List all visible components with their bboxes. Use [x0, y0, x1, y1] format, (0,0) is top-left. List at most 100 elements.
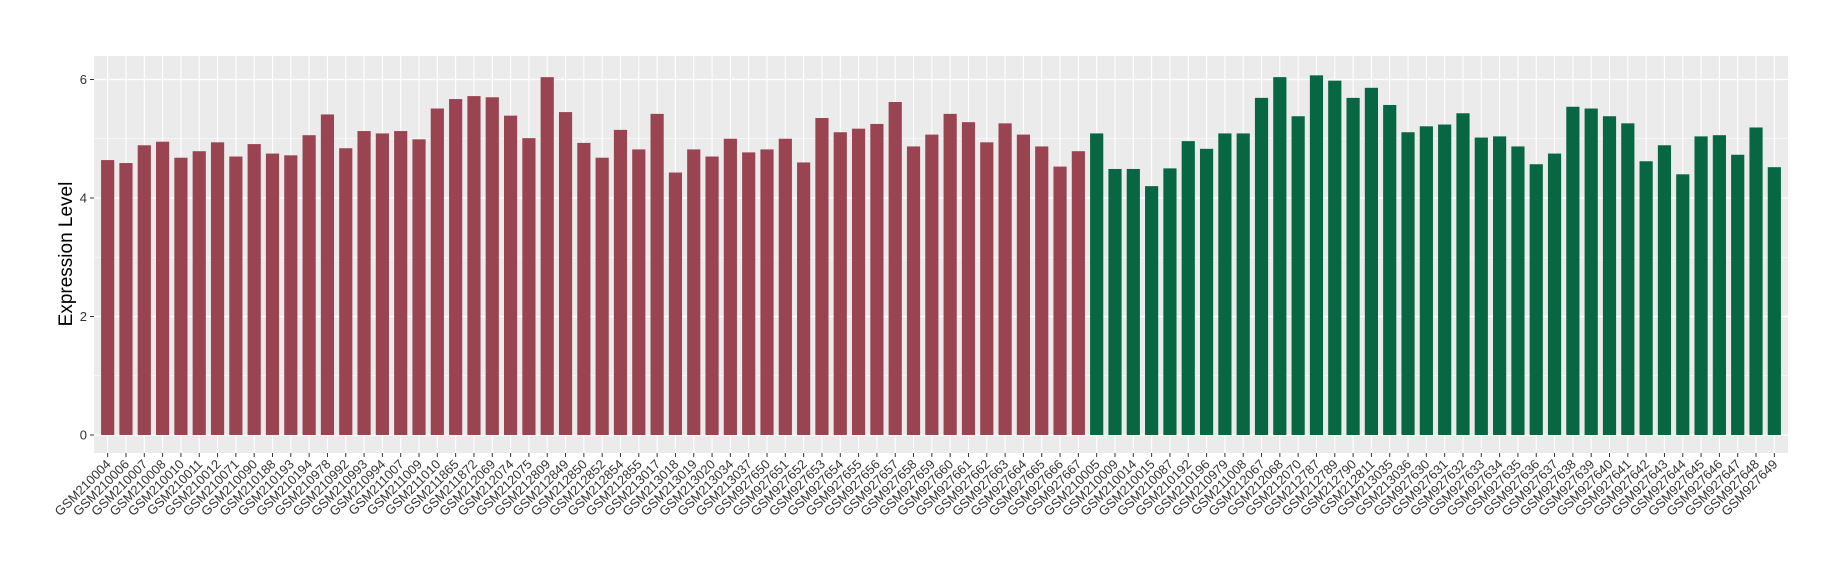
bar: [797, 162, 811, 435]
bar: [1529, 164, 1543, 436]
y-axis-ticks: 0 2 4 6: [80, 72, 94, 443]
bar: [1291, 116, 1305, 436]
bar: [1163, 168, 1177, 435]
bar: [925, 134, 939, 436]
bar: [1438, 124, 1452, 435]
bar: [1016, 134, 1031, 436]
bar: [1273, 77, 1287, 435]
bar: [449, 99, 463, 436]
bar: [1749, 127, 1763, 436]
bar: [723, 138, 737, 435]
bar: [632, 149, 646, 436]
bar: [485, 97, 499, 436]
bar: [1053, 166, 1067, 435]
y-tick-label: 0: [80, 428, 87, 443]
bar: [687, 149, 701, 436]
bar: [760, 149, 774, 436]
bar: [613, 129, 628, 436]
bar: [943, 113, 957, 436]
bar: [302, 135, 316, 435]
bar: [1584, 108, 1598, 435]
bar: [265, 153, 280, 435]
bar: [320, 114, 335, 436]
bar: [1328, 80, 1342, 435]
y-tick-label: 4: [80, 191, 87, 206]
bar: [577, 142, 591, 435]
bar: [247, 144, 261, 435]
bar: [339, 148, 353, 436]
bar: [1401, 132, 1415, 436]
bars: [101, 56, 1781, 453]
bar: [1657, 145, 1672, 435]
bar: [174, 157, 188, 435]
bar: [210, 142, 225, 435]
bar: [851, 128, 866, 436]
bar: [650, 113, 664, 436]
bar: [503, 115, 518, 435]
bar: [1621, 123, 1635, 435]
bar: [229, 156, 243, 435]
bar: [1767, 167, 1781, 435]
bar: [1035, 146, 1049, 435]
bar: [1676, 174, 1690, 436]
bar: [998, 123, 1012, 435]
bar: [1694, 136, 1708, 435]
bar: [1566, 106, 1580, 435]
bar: [1456, 113, 1470, 436]
bar: [815, 118, 829, 435]
bar: [1346, 97, 1360, 436]
bar: [101, 160, 115, 435]
bar: [119, 163, 133, 436]
y-tick-label: 2: [80, 309, 87, 324]
bar: [1309, 75, 1324, 435]
bar: [156, 141, 170, 435]
bar: [833, 132, 847, 436]
bar: [1236, 133, 1250, 436]
bar: [1090, 133, 1104, 436]
bar: [1712, 135, 1726, 435]
bar: [1071, 151, 1085, 435]
bar: [1493, 136, 1507, 435]
bar: [1218, 133, 1232, 436]
bar: [961, 122, 976, 435]
bar: [558, 112, 573, 436]
bar: [870, 123, 884, 435]
bar: [1511, 146, 1525, 435]
bar: [540, 77, 554, 435]
bar: [284, 155, 298, 435]
bar: [1547, 153, 1562, 435]
bar: [1419, 126, 1433, 436]
bar: [1602, 116, 1617, 436]
bar: [888, 102, 902, 435]
bar: [1474, 137, 1488, 435]
bar: [137, 145, 151, 435]
bar: [1108, 168, 1122, 435]
y-tick-label: 6: [80, 72, 87, 87]
bar: [668, 172, 683, 435]
bar: [1199, 148, 1214, 435]
bar: [1639, 161, 1653, 435]
bar: [595, 157, 609, 435]
bar: [192, 151, 206, 435]
bar: [357, 131, 371, 436]
bar: [778, 138, 792, 435]
bar: [906, 146, 921, 435]
bar: [1126, 168, 1140, 435]
bar: [522, 138, 536, 435]
bar: [412, 139, 426, 435]
bar: [1145, 186, 1159, 435]
bar: [1364, 87, 1379, 436]
bar: [1731, 154, 1745, 435]
bar: [467, 96, 481, 435]
bar: [375, 133, 389, 436]
bar: [394, 131, 408, 436]
bar: [1383, 104, 1397, 435]
bar: [705, 156, 719, 435]
bar: [980, 142, 994, 435]
bar: [430, 108, 444, 435]
bar: [1254, 97, 1269, 436]
bar: [1181, 141, 1195, 435]
x-axis-ticks: GSM210004GSM210006GSM210007GSM210008GSM2…: [52, 453, 1780, 519]
y-axis-title: Expression Level: [56, 182, 77, 327]
